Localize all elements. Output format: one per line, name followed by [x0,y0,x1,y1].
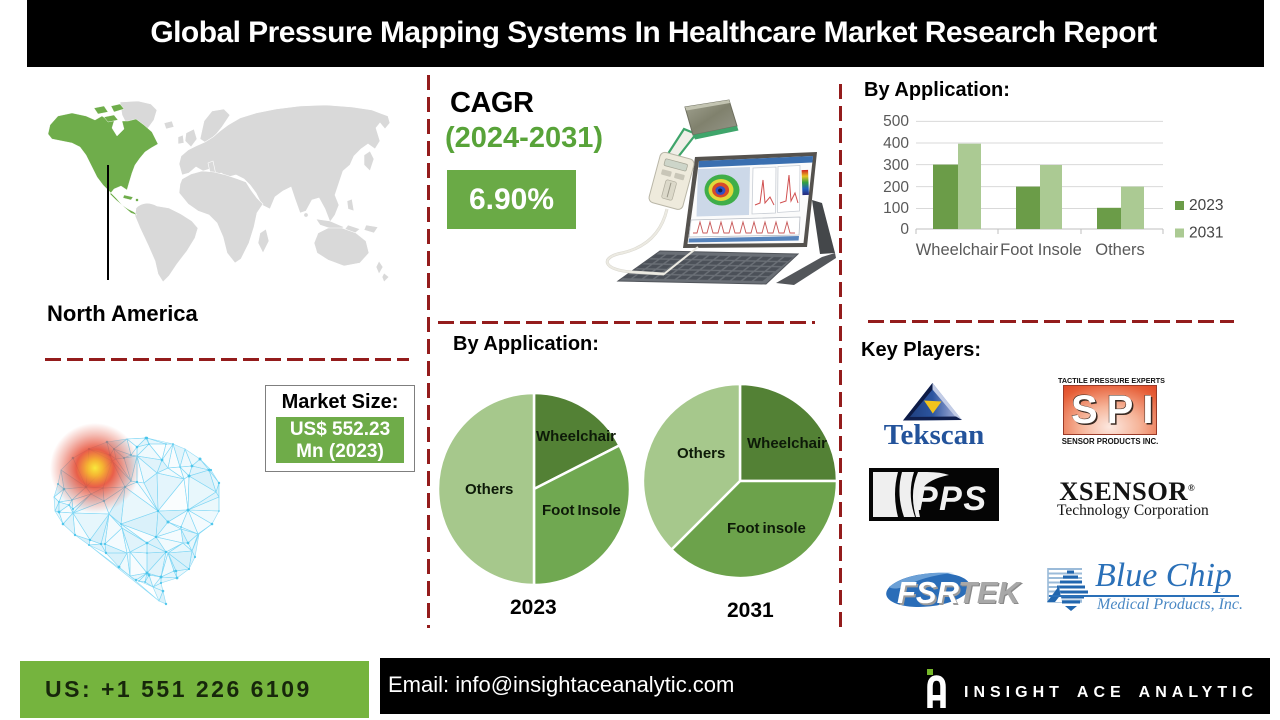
svg-text:2023: 2023 [1189,197,1223,214]
svg-text:Wheelchair: Wheelchair [916,241,999,259]
svg-text:300: 300 [883,157,909,174]
svg-text:FSR: FSR [899,577,962,612]
svg-text:2031: 2031 [1189,225,1223,242]
svg-text:0: 0 [900,221,909,238]
svg-text:Foot Insole: Foot Insole [1000,241,1082,259]
svg-text:Others: Others [1095,241,1145,259]
svg-text:500: 500 [883,113,909,130]
svg-text:PPS: PPS [915,480,988,518]
svg-text:100: 100 [883,200,909,217]
svg-text:FSR: FSR [897,575,960,610]
svg-text:TEK: TEK [958,575,1023,610]
svg-text:200: 200 [883,179,909,196]
svg-text:TEK: TEK [959,576,1024,611]
svg-text:400: 400 [883,135,909,152]
